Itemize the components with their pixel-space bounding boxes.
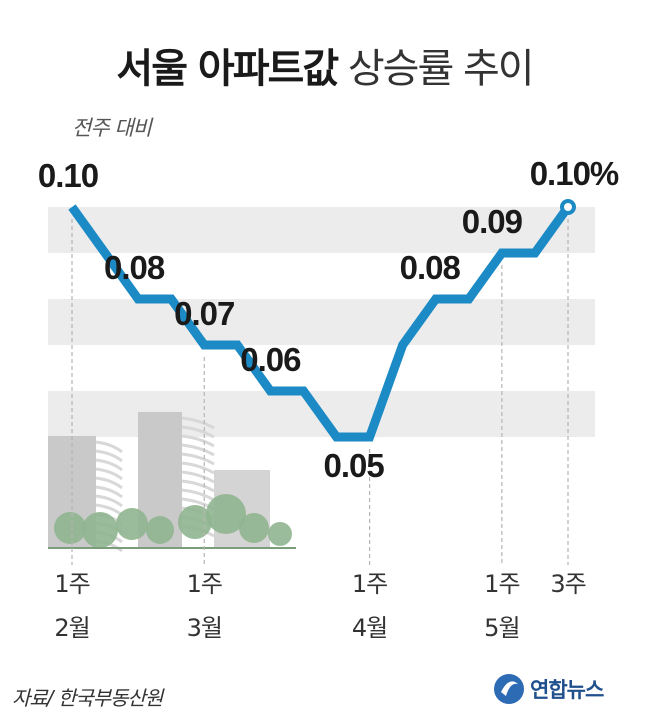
data-label: 0.10 (38, 157, 98, 194)
building-1-balcony (95, 440, 123, 454)
building-2-balcony (181, 443, 215, 457)
building-1-balcony (95, 458, 123, 472)
building-2-balcony (181, 416, 215, 430)
tree-icon (178, 505, 212, 539)
x-axis-tick-labels: 1주 2월 1주 3월 1주 4월 1주 5월 3주 (54, 570, 586, 642)
building-1-balcony (95, 494, 123, 508)
tree-icon (268, 522, 292, 546)
series-line-group (68, 199, 576, 442)
tree-icon (54, 512, 86, 544)
end-marker (560, 199, 576, 215)
x-tick-week: 1주 (484, 570, 519, 598)
series-line (68, 204, 572, 442)
x-tick-week: 1주 (54, 570, 89, 598)
data-label: 0.06 (240, 341, 301, 378)
building-2-balcony (181, 461, 215, 475)
building-2-balcony (181, 434, 215, 448)
apartment-illustration (48, 412, 296, 553)
data-label: 0.09 (462, 203, 523, 240)
title-light: 상승률 추이 (347, 46, 535, 92)
x-tick-month: 5월 (484, 614, 519, 642)
data-labels: 0.100.080.070.060.050.080.090.10% (38, 155, 620, 484)
tick-guides (71, 219, 569, 565)
background-bands (48, 207, 595, 437)
building-1-balcony (95, 449, 123, 463)
building-2-balcony (181, 425, 215, 439)
data-label: 0.08 (104, 249, 165, 286)
x-tick-month: 3월 (187, 614, 222, 642)
building-1-balcony (95, 485, 123, 499)
tree-icon (146, 516, 174, 544)
data-label: 0.08 (400, 249, 461, 286)
data-label: 0.07 (174, 295, 234, 332)
building-2-balcony (181, 488, 215, 502)
logo-text: 연합뉴스 (530, 678, 604, 702)
x-tick-week: 1주 (187, 570, 222, 598)
x-tick-week: 1주 (352, 570, 387, 598)
tree-icon (206, 494, 246, 534)
data-label: 0.05 (323, 447, 384, 484)
title-bold: 서울 아파트값 (116, 46, 339, 92)
building-2-balcony (181, 479, 215, 493)
value-band-1 (48, 207, 595, 253)
tree-icon (116, 508, 148, 540)
tree-icon (82, 512, 118, 548)
value-band-2 (48, 299, 595, 345)
x-tick-month: 2월 (54, 614, 89, 642)
x-tick-month: 4월 (352, 614, 387, 642)
chart-title: 서울 아파트값 상승률 추이 (0, 36, 649, 94)
building-1-balcony (95, 476, 123, 490)
source-note: 자료/ 한국부동산원 (12, 686, 163, 710)
building-2-balcony (181, 452, 215, 466)
yonhap-logo-icon (494, 674, 524, 704)
data-label: 0.10% (530, 155, 619, 192)
chart-subtitle: 전주 대비 (72, 116, 152, 140)
x-tick-week: 3주 (550, 570, 585, 598)
yonhap-logo: 연합뉴스 (492, 666, 604, 712)
building-1-balcony (95, 467, 123, 481)
building-2-balcony (181, 470, 215, 484)
tree-icon (239, 513, 269, 543)
